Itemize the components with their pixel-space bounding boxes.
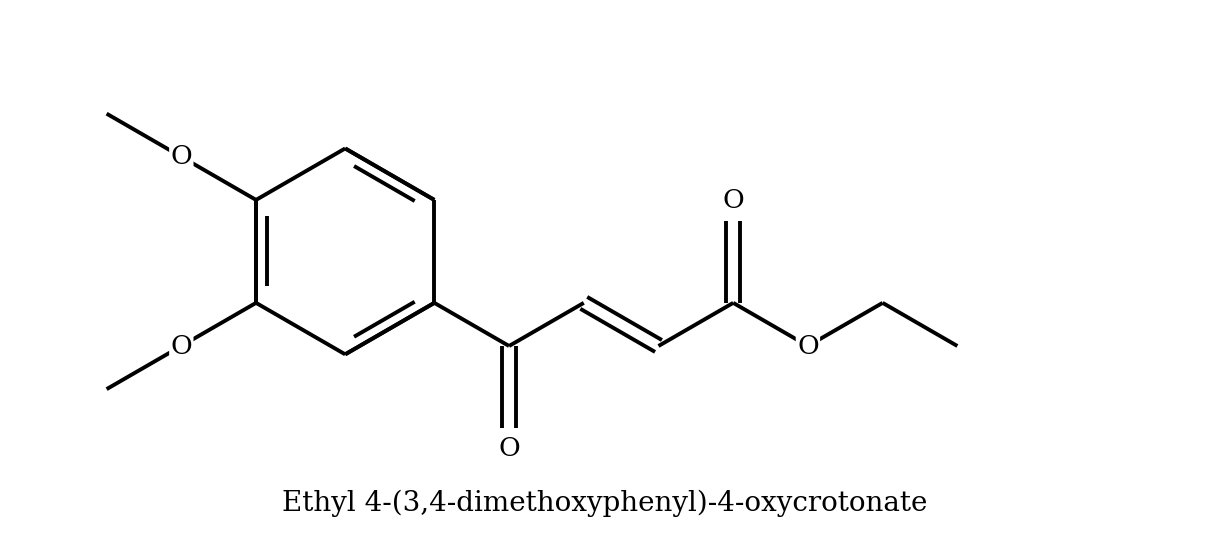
Text: O: O	[171, 333, 192, 358]
Text: O: O	[499, 436, 520, 461]
Text: O: O	[171, 144, 192, 169]
Text: O: O	[722, 188, 744, 213]
Text: Ethyl 4-(3,4-dimethoxyphenyl)-4-oxycrotonate: Ethyl 4-(3,4-dimethoxyphenyl)-4-oxycroto…	[282, 489, 928, 517]
Text: O: O	[797, 333, 819, 358]
